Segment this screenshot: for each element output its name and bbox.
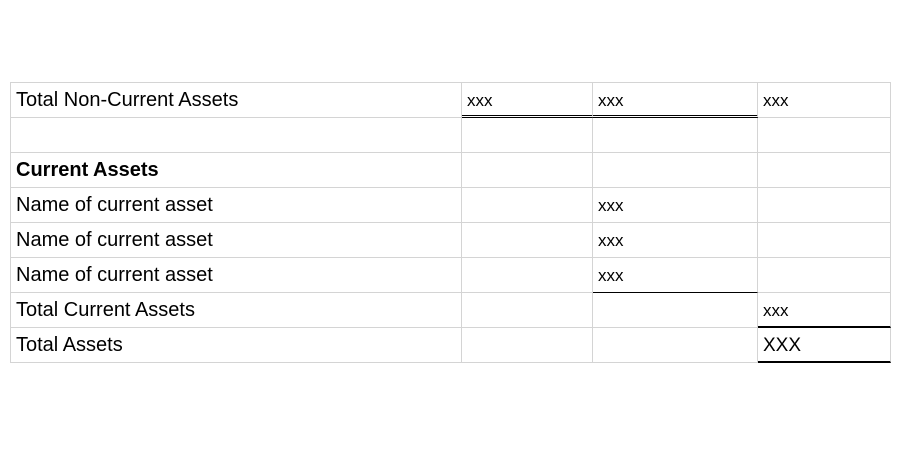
row-label[interactable]: Total Assets xyxy=(11,328,462,363)
table-row-blank xyxy=(11,118,891,153)
amount-cell[interactable] xyxy=(593,293,758,328)
table-row-total-non-current-assets: Total Non-Current Assets xxx xxx xxx xyxy=(11,83,891,118)
amount-cell[interactable] xyxy=(593,153,758,188)
amount-cell[interactable]: xxx xyxy=(758,83,891,118)
row-label[interactable] xyxy=(11,118,462,153)
table-row-current-asset: Name of current asset xxx xyxy=(11,223,891,258)
amount-cell[interactable] xyxy=(593,328,758,363)
table-row-current-asset: Name of current asset xxx xyxy=(11,258,891,293)
table-row-total-current-assets: Total Current Assets xxx xyxy=(11,293,891,328)
amount-cell[interactable] xyxy=(462,293,593,328)
amount-cell[interactable]: xxx xyxy=(593,188,758,223)
row-label[interactable]: Name of current asset xyxy=(11,258,462,293)
amount-cell[interactable] xyxy=(758,258,891,293)
amount-cell[interactable]: xxx xyxy=(593,83,758,118)
amount-cell[interactable]: xxx xyxy=(593,223,758,258)
amount-cell[interactable] xyxy=(758,188,891,223)
amount-cell[interactable] xyxy=(462,223,593,258)
amount-cell[interactable]: xxx xyxy=(758,293,891,328)
amount-cell[interactable] xyxy=(462,328,593,363)
amount-cell[interactable] xyxy=(758,223,891,258)
amount-cell[interactable] xyxy=(462,153,593,188)
table-row-current-asset: Name of current asset xxx xyxy=(11,188,891,223)
amount-cell[interactable] xyxy=(462,118,593,153)
table-row-current-assets-heading: Current Assets xyxy=(11,153,891,188)
amount-cell[interactable] xyxy=(462,188,593,223)
balance-sheet-table: Total Non-Current Assets xxx xxx xxx Cur… xyxy=(10,82,891,363)
amount-cell[interactable] xyxy=(758,118,891,153)
table-row-total-assets: Total Assets XXX xyxy=(11,328,891,363)
section-heading[interactable]: Current Assets xyxy=(11,153,462,188)
amount-cell[interactable]: xxx xyxy=(593,258,758,293)
amount-cell[interactable]: xxx xyxy=(462,83,593,118)
row-label[interactable]: Total Current Assets xyxy=(11,293,462,328)
row-label[interactable]: Total Non-Current Assets xyxy=(11,83,462,118)
row-label[interactable]: Name of current asset xyxy=(11,223,462,258)
row-label[interactable]: Name of current asset xyxy=(11,188,462,223)
amount-cell[interactable] xyxy=(593,118,758,153)
amount-cell[interactable] xyxy=(462,258,593,293)
grand-total-cell[interactable]: XXX xyxy=(758,328,891,363)
amount-cell[interactable] xyxy=(758,153,891,188)
